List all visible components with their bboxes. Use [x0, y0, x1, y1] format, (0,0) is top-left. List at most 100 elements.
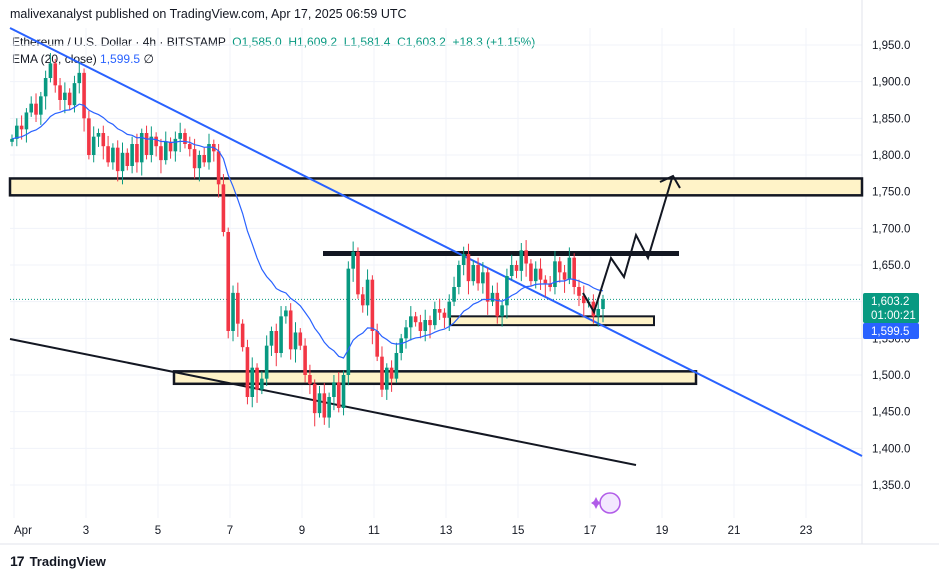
legend-ema-row: EMA (20, close) 1,599.5 ∅ [12, 51, 535, 68]
candle-up [63, 92, 67, 100]
candle-down [514, 265, 519, 271]
candle-down [495, 292, 500, 317]
candle-up [48, 63, 53, 78]
legend-ema-name[interactable]: EMA (20, close) [12, 52, 97, 66]
published-line: malivexanalyst published on TradingView.… [10, 7, 407, 21]
ema-price-label: 1,599.5 [871, 326, 909, 338]
candle-down [34, 103, 38, 115]
candle-down [413, 316, 418, 323]
candle-up [43, 78, 48, 97]
candle-up [509, 265, 514, 276]
candle-down [19, 125, 24, 130]
candle-down [255, 367, 259, 390]
candle-down [192, 149, 197, 169]
candle-down [543, 279, 548, 284]
candle-up [284, 310, 288, 317]
candle-down [485, 272, 490, 302]
legend-ema-value: 1,599.5 [100, 52, 141, 66]
time-tick-label: 21 [728, 525, 741, 537]
candle-up [77, 72, 82, 84]
candle-down [312, 383, 317, 414]
candle-down [577, 287, 581, 296]
candle-down [298, 332, 303, 346]
candle-down [154, 136, 158, 147]
candle-up [29, 103, 34, 113]
price-tick-label: 1,450.0 [872, 407, 910, 419]
candle-down [53, 63, 58, 86]
candle-down [380, 356, 384, 390]
tradingview-brand[interactable]: 17 TradingView [10, 553, 106, 569]
candle-up [452, 287, 456, 302]
candle-down [466, 254, 471, 282]
candle-down [476, 265, 480, 284]
time-axis[interactable]: Apr 3 5 7 9 11 13 15 17 19 21 23 [14, 525, 812, 537]
candle-up [457, 265, 461, 287]
candle-down [538, 268, 543, 280]
candle-down [418, 322, 423, 331]
descending-trendline-blue[interactable] [9, 27, 863, 457]
candle-down [159, 146, 163, 161]
candle-up [471, 265, 476, 282]
price-tick-label: 1,500.0 [872, 370, 910, 382]
tradingview-logo-icon: 17 [10, 553, 25, 569]
candle-down [101, 133, 106, 147]
candle-up [264, 345, 269, 379]
candle-up [260, 378, 264, 390]
candle-up [96, 133, 101, 137]
price-tick-label: 1,800.0 [872, 150, 910, 162]
upper-resistance-zone[interactable] [8, 177, 864, 197]
candle-up [139, 133, 144, 163]
candle-down [557, 261, 562, 273]
time-tick-label: 11 [368, 525, 380, 537]
candle-down [375, 331, 379, 357]
candle-down [370, 279, 375, 331]
price-axis[interactable]: 1,350.01,400.01,450.01,500.01,550.01,600… [872, 40, 910, 492]
candle-down [562, 272, 567, 280]
time-tick-label: Apr [14, 525, 32, 537]
price-tick-label: 1,700.0 [872, 223, 910, 235]
candle-up [91, 136, 96, 155]
candle-down [322, 393, 327, 418]
projected-path[interactable] [582, 177, 673, 315]
flag-icon [599, 492, 621, 514]
candle-up [178, 133, 182, 139]
time-tick-label: 15 [512, 525, 525, 537]
flag-widget[interactable] [591, 492, 621, 514]
price-tick-label: 1,850.0 [872, 113, 910, 125]
candle-down [572, 257, 576, 287]
candle-up [553, 261, 557, 287]
candle-down [216, 151, 221, 185]
candle-up [500, 305, 504, 317]
candle-down [529, 263, 533, 282]
candle-up [173, 138, 178, 152]
candle-down [428, 320, 432, 326]
candle-up [394, 353, 399, 379]
candle-down [135, 144, 139, 163]
current-support-box[interactable] [449, 315, 655, 327]
candle-down [183, 133, 187, 144]
time-tick-label: 5 [155, 525, 161, 537]
candle-down [144, 133, 149, 155]
ema-price-badge [863, 323, 919, 339]
range-top-line[interactable] [323, 251, 679, 256]
candle-up [433, 309, 437, 326]
candle-up [317, 393, 322, 414]
time-tick-label: 7 [227, 525, 233, 537]
sparkle-icon [591, 497, 601, 509]
ema-20-line[interactable] [11, 103, 604, 359]
candle-up [409, 316, 413, 328]
candle-up [519, 250, 524, 271]
price-tick-label: 1,900.0 [872, 77, 910, 89]
candle-up [279, 316, 283, 353]
candle-up [567, 257, 572, 280]
candle-down [168, 141, 173, 152]
candle-up [447, 301, 452, 318]
candles-layer [10, 53, 605, 428]
candle-up [72, 83, 77, 106]
candle-down [240, 323, 245, 348]
countdown-label: 01:00:21 [871, 310, 916, 322]
candle-down [106, 146, 110, 163]
candle-up [601, 299, 605, 309]
candle-down [58, 85, 62, 100]
